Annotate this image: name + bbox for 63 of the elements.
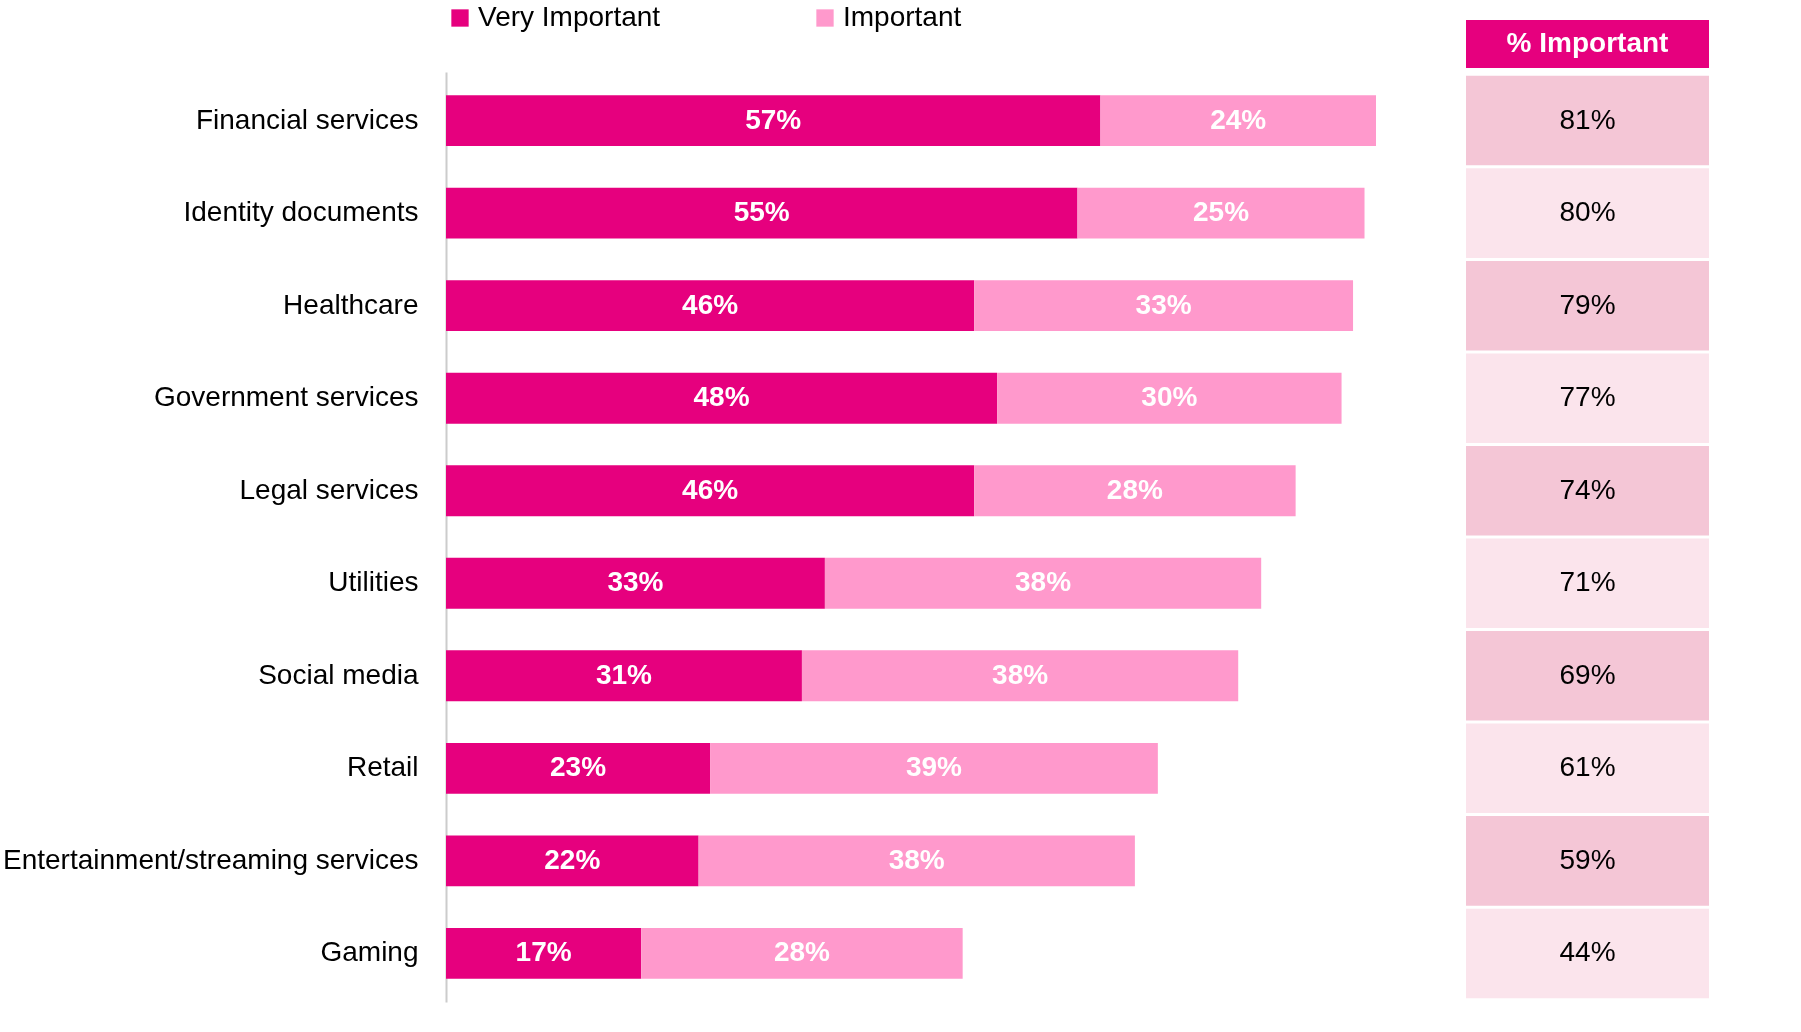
bar (446, 557, 825, 609)
text: 81% (1559, 103, 1616, 135)
text: 77% (1559, 381, 1616, 413)
data-label: 57% (745, 103, 802, 135)
legend-label: Very Important (478, 1, 661, 32)
data-label: 23% (550, 751, 607, 783)
bar (974, 280, 1354, 332)
bar (824, 557, 1262, 609)
y-tick-label: Gaming (320, 936, 419, 968)
data-label: 38% (1015, 566, 1072, 598)
y-tick-label: Identity documents (183, 196, 419, 228)
bar (1100, 95, 1376, 147)
y-tick-label: Entertainment/streaming services (2, 843, 419, 875)
text: 44% (1559, 936, 1616, 968)
bar (446, 465, 975, 517)
data-label: 28% (773, 936, 831, 968)
data-label: 25% (1192, 196, 1250, 228)
data-label: 22% (544, 843, 601, 875)
bar (1077, 187, 1365, 239)
bar (446, 95, 1101, 147)
bar (974, 465, 1296, 517)
bar (997, 372, 1342, 424)
text: 71% (1559, 566, 1616, 598)
data-label: 46% (682, 288, 739, 320)
y-tick-label: Utilities (328, 566, 419, 598)
data-label: 28% (1106, 473, 1164, 505)
text: 61% (1559, 751, 1616, 783)
data-label: 38% (992, 658, 1049, 690)
y-tick-label: Government services (153, 381, 419, 413)
data-label: 55% (733, 196, 790, 228)
y-tick-label: Legal services (239, 473, 419, 505)
bar (641, 927, 963, 979)
data-label: 30% (1141, 381, 1198, 413)
data-label: 17% (515, 936, 572, 968)
bar (698, 835, 1135, 887)
y-tick-label: Social media (258, 658, 419, 690)
data-label: 33% (1135, 288, 1192, 320)
text: 59% (1559, 843, 1616, 875)
bar (710, 742, 1158, 794)
bar (801, 650, 1239, 702)
data-label: 48% (693, 381, 750, 413)
legend-label: Important (843, 1, 962, 32)
text: % Important (1506, 27, 1669, 58)
y-tick-label: Retail (346, 751, 419, 783)
bar (446, 280, 975, 332)
text: 80% (1559, 196, 1616, 228)
text: 79% (1559, 288, 1616, 320)
bar (446, 927, 642, 979)
data-label: 39% (905, 751, 963, 783)
y-tick-label: Financial services (195, 103, 419, 135)
data-label: 24% (1210, 103, 1267, 135)
y-tick-label: Healthcare (283, 288, 419, 320)
data-label: 33% (607, 566, 664, 598)
bar (446, 372, 998, 424)
bar (446, 742, 711, 794)
data-label: 38% (888, 843, 945, 875)
bar (446, 187, 1078, 239)
bar (446, 650, 802, 702)
text: 74% (1559, 473, 1616, 505)
data-label: 46% (682, 473, 739, 505)
bar (446, 835, 699, 887)
data-label: 31% (595, 658, 653, 690)
text: 69% (1559, 658, 1616, 690)
